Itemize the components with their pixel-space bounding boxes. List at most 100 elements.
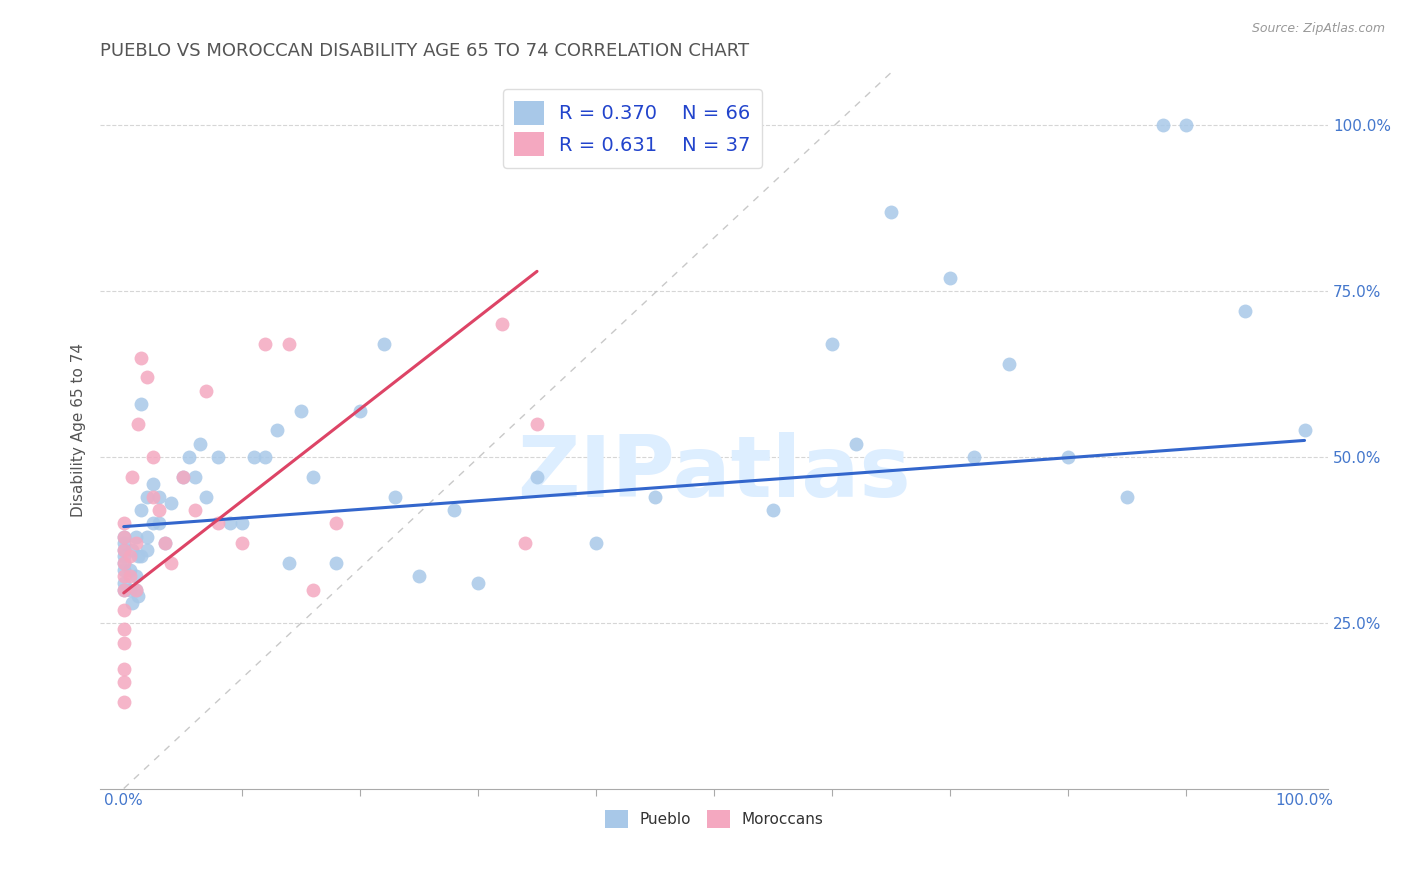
Point (325, 516, 347, 531)
Point (998, 357, 1021, 371)
Point (845, 436, 868, 450)
Point (231, 516, 253, 531)
Point (373, 337, 395, 351)
Point (124, 530, 146, 544)
Point (278, 337, 301, 351)
Point (207, 450, 229, 464)
Point (148, 516, 170, 531)
Point (127, 549, 149, 564)
Point (112, 530, 135, 544)
Point (112, 635, 135, 649)
Point (349, 403, 371, 417)
Point (112, 662, 135, 676)
Point (121, 596, 143, 610)
Point (183, 503, 205, 517)
Point (118, 563, 141, 577)
Point (585, 536, 607, 550)
Point (526, 417, 548, 431)
Point (231, 536, 253, 550)
Point (112, 530, 135, 544)
Point (112, 623, 135, 637)
Point (112, 556, 135, 570)
Text: ZIPatlas: ZIPatlas (517, 432, 911, 515)
Point (112, 563, 135, 577)
Point (242, 450, 264, 464)
Point (301, 470, 323, 484)
Point (131, 397, 153, 411)
Point (112, 536, 135, 550)
Point (124, 582, 146, 597)
Point (121, 470, 143, 484)
Point (644, 490, 666, 504)
Point (219, 516, 242, 531)
Point (148, 503, 170, 517)
Point (195, 490, 218, 504)
Point (190, 436, 212, 450)
Point (136, 530, 159, 544)
Point (118, 569, 141, 583)
Point (1294, 424, 1316, 438)
Point (1057, 450, 1080, 464)
Point (515, 536, 537, 550)
Point (880, 204, 903, 219)
Point (112, 602, 135, 616)
Point (384, 490, 406, 504)
Point (118, 549, 141, 564)
Point (172, 470, 194, 484)
Point (207, 516, 229, 531)
Point (131, 549, 153, 564)
Point (153, 536, 176, 550)
Point (124, 536, 146, 550)
Point (1234, 304, 1257, 318)
Point (301, 582, 323, 597)
Point (254, 450, 277, 464)
Point (124, 569, 146, 583)
Point (142, 516, 165, 531)
Point (112, 569, 135, 583)
Point (290, 403, 312, 417)
Point (526, 470, 548, 484)
Point (142, 490, 165, 504)
Point (131, 351, 153, 365)
Point (762, 503, 785, 517)
Point (124, 582, 146, 597)
Point (266, 424, 288, 438)
Point (112, 582, 135, 597)
Point (177, 450, 200, 464)
Point (112, 542, 135, 557)
Point (112, 576, 135, 591)
Point (254, 337, 277, 351)
Point (1152, 119, 1174, 133)
Legend: Pueblo, Moroccans: Pueblo, Moroccans (599, 804, 830, 835)
Point (112, 549, 135, 564)
Y-axis label: Disability Age 65 to 74: Disability Age 65 to 74 (72, 343, 86, 517)
Point (153, 536, 176, 550)
Point (112, 582, 135, 597)
Point (195, 384, 218, 398)
Point (112, 516, 135, 531)
Point (118, 582, 141, 597)
Point (127, 589, 149, 603)
Point (112, 675, 135, 690)
Point (172, 470, 194, 484)
Point (821, 337, 844, 351)
Point (1175, 119, 1198, 133)
Point (136, 490, 159, 504)
Point (443, 503, 465, 517)
Point (491, 318, 513, 332)
Point (160, 556, 183, 570)
Point (112, 556, 135, 570)
Point (142, 450, 165, 464)
Point (121, 542, 143, 557)
Point (325, 556, 347, 570)
Point (136, 370, 159, 384)
Text: PUEBLO VS MOROCCAN DISABILITY AGE 65 TO 74 CORRELATION CHART: PUEBLO VS MOROCCAN DISABILITY AGE 65 TO … (100, 42, 749, 60)
Point (278, 556, 301, 570)
Text: Source: ZipAtlas.com: Source: ZipAtlas.com (1251, 22, 1385, 36)
Point (183, 470, 205, 484)
Point (160, 496, 183, 510)
Point (112, 542, 135, 557)
Point (127, 417, 149, 431)
Point (148, 490, 170, 504)
Point (939, 271, 962, 285)
